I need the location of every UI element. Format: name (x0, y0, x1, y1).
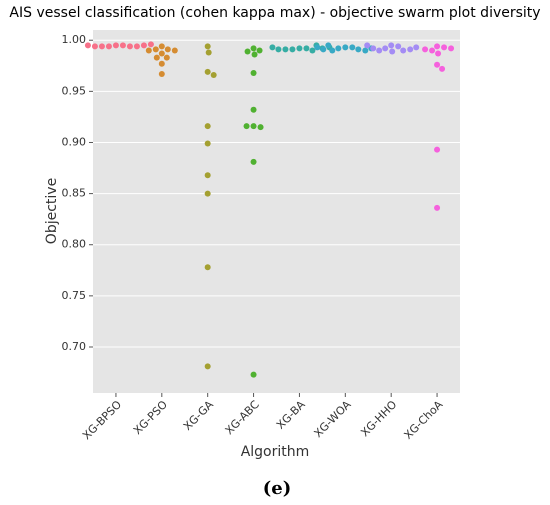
swarm-point (171, 47, 178, 54)
x-tick-label: XG-BPSO (80, 398, 124, 442)
swarm-point (133, 43, 140, 50)
swarm-point (204, 43, 211, 50)
x-tick-label: XG-ABC (223, 398, 262, 437)
x-tick-label: XG-WOA (312, 398, 354, 440)
swarm-point (434, 204, 441, 211)
swarm-point (250, 158, 257, 165)
swarm-point (256, 47, 263, 54)
swarm-point (84, 42, 91, 49)
caption: (e) (263, 478, 292, 499)
x-tick-label: XG-ChoA (402, 398, 446, 442)
swarm-point (303, 45, 310, 52)
swarm-point (250, 45, 257, 52)
swarm-point (413, 44, 420, 51)
y-tick-label: 0.90 (62, 135, 87, 148)
chart-title: AIS vessel classification (cohen kappa m… (9, 5, 540, 21)
swarm-point (147, 41, 154, 48)
swarm-point (296, 45, 303, 52)
y-tick-label: 0.75 (62, 289, 87, 302)
swarm-point (269, 44, 276, 51)
swarm-point (250, 371, 257, 378)
swarm-point (400, 47, 407, 54)
swarm-point (376, 47, 383, 54)
swarm-point (441, 44, 448, 51)
swarm-point (140, 42, 147, 49)
swarm-point (164, 46, 171, 53)
swarm-point (210, 71, 217, 78)
swarm-point (364, 42, 371, 49)
swarm-point (407, 46, 414, 53)
swarm-point (282, 46, 289, 53)
swarm-point (158, 50, 165, 57)
swarm-point (349, 44, 356, 51)
swarm-point (105, 43, 112, 50)
swarm-point (204, 140, 211, 147)
swarm-point (314, 44, 321, 51)
swarm-point (204, 68, 211, 75)
swarm-point (204, 363, 211, 370)
swarm-point (320, 46, 327, 53)
swarm-point (439, 65, 446, 72)
x-tick-label: XG-GA (181, 398, 216, 433)
swarm-point (382, 45, 389, 52)
swarm-point (342, 44, 349, 51)
swarm-point (204, 172, 211, 179)
y-tick-label: 0.70 (62, 340, 87, 353)
swarm-point (434, 61, 441, 68)
swarm-point (250, 106, 257, 113)
swarm-point (309, 47, 316, 54)
swarm-point (395, 43, 402, 50)
swarm-point (389, 48, 396, 55)
swarm-point (335, 45, 342, 52)
x-tick-label: XG-HHO (358, 398, 399, 439)
x-tick-label: XG-PSO (131, 398, 170, 437)
swarm-point (204, 123, 211, 130)
swarm-point (435, 50, 442, 57)
swarm-point (163, 54, 170, 61)
swarm-point (126, 43, 133, 50)
swarm-point (275, 46, 282, 53)
y-tick-label: 1.00 (62, 33, 87, 46)
swarm-point (91, 43, 98, 50)
swarm-point (434, 146, 441, 153)
swarm-point (355, 46, 362, 53)
swarm-point (158, 70, 165, 77)
swarm-point (152, 46, 159, 53)
swarm-point (289, 46, 296, 53)
swarm-point (329, 47, 336, 54)
swarm-point (158, 43, 165, 50)
swarm-point (244, 48, 251, 55)
swarm-point (119, 42, 126, 49)
swarm-point (98, 43, 105, 50)
swarm-point (257, 124, 264, 131)
swarm-point (388, 42, 395, 49)
plot-area (93, 30, 460, 393)
swarm-point (204, 264, 211, 271)
swarm-point (205, 49, 212, 56)
swarm-point (429, 47, 436, 54)
swarm-point (325, 42, 332, 49)
y-tick-label: 0.95 (62, 84, 87, 97)
y-axis-label: Objective (44, 178, 60, 244)
swarm-point (158, 60, 165, 67)
swarm-point (112, 42, 119, 49)
swarm-point (250, 123, 257, 130)
swarm-point (251, 51, 258, 58)
swarm-point (204, 190, 211, 197)
swarm-point (434, 43, 441, 50)
x-tick-label: XG-BA (274, 398, 308, 432)
x-axis-label: Algorithm (241, 444, 310, 460)
swarm-point (243, 123, 250, 130)
swarm-point (362, 47, 369, 54)
swarm-point (370, 45, 377, 52)
y-tick-label: 0.80 (62, 238, 87, 251)
swarm-point (448, 45, 455, 52)
swarm-point (145, 47, 152, 54)
swarm-point (250, 69, 257, 76)
swarm-point (153, 54, 160, 61)
y-tick-label: 0.85 (62, 187, 87, 200)
swarm-point (422, 46, 429, 53)
